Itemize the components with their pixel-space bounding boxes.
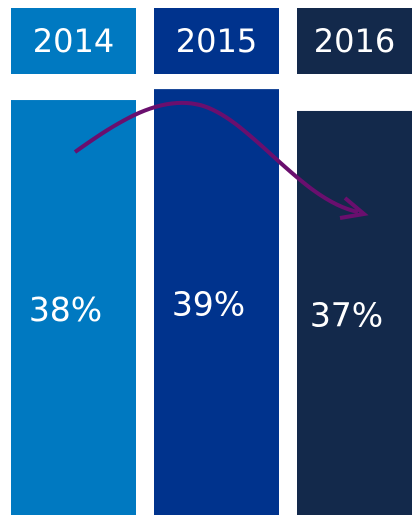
bar — [154, 89, 279, 515]
bars: 2014 38% 2015 39% 2016 37% — [11, 8, 412, 515]
bar — [11, 100, 136, 515]
value-label: 39% — [172, 285, 245, 324]
category-label: 2015 — [176, 22, 257, 60]
header-box — [11, 8, 136, 74]
header-box — [297, 8, 412, 74]
arrow-curve — [73, 100, 359, 214]
category-label: 2014 — [33, 22, 114, 60]
value-label: 37% — [310, 295, 383, 334]
value-label: 38% — [29, 290, 102, 329]
bar — [297, 110, 412, 515]
arrow-head — [339, 196, 369, 220]
trend-arrow — [73, 100, 369, 220]
category-label: 2016 — [314, 22, 395, 60]
header-box — [154, 8, 279, 74]
